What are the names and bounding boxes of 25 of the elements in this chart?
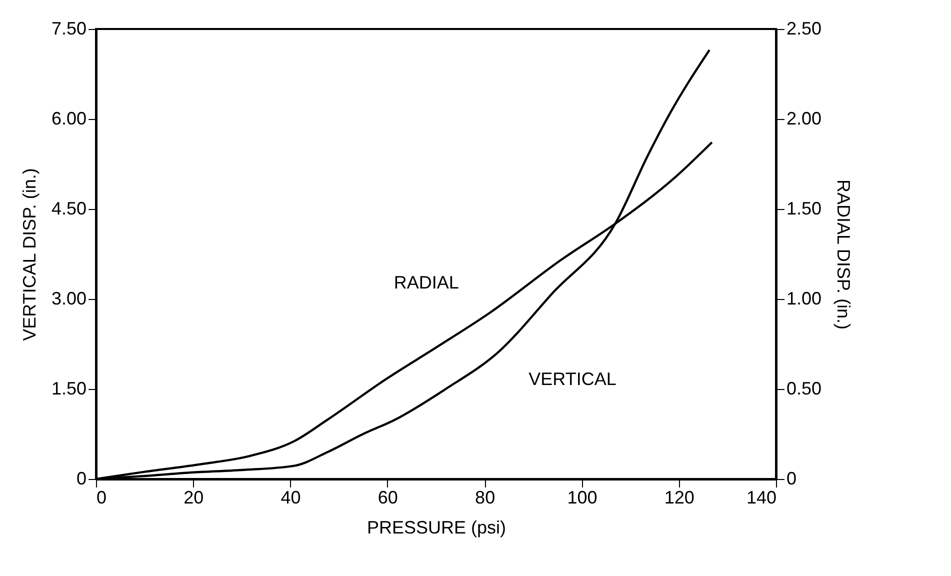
series-label: RADIAL [394, 272, 459, 292]
x-tick-label: 100 [567, 488, 598, 508]
y-tick-label: 7.50 [51, 18, 86, 38]
x-tick-label: 60 [378, 488, 398, 508]
y2-tick-label: 2.50 [786, 18, 822, 38]
y2-tick-label: 1.00 [786, 288, 822, 308]
y2-tick-label: 0 [786, 468, 797, 488]
x-tick-label: 120 [664, 488, 694, 508]
series-label: VERTICAL [528, 368, 616, 389]
y2-tick-label: 0.50 [786, 378, 822, 398]
x-tick-label: 40 [280, 488, 301, 508]
y-tick-label: 0 [76, 468, 86, 488]
y-tick-label: 3.00 [51, 288, 86, 308]
x-tick-label: 80 [475, 488, 496, 508]
y-tick-label: 6.00 [51, 108, 86, 128]
x-axis-title: PRESSURE (psi) [366, 518, 506, 538]
x-tick-label: 0 [96, 488, 107, 508]
y-axis-title: VERTICAL DISP. (in.) [19, 168, 40, 341]
x-tick-label: 140 [746, 488, 776, 508]
x-tick-label: 20 [184, 488, 204, 508]
y2-tick-label: 2.00 [786, 108, 822, 128]
y-tick-label: 4.50 [51, 198, 86, 218]
y-tick-label: 1.50 [51, 378, 86, 398]
y2-tick-label: 1.50 [786, 198, 822, 218]
y2-axis-title: RADIAL DISP. (in.) [834, 179, 854, 330]
